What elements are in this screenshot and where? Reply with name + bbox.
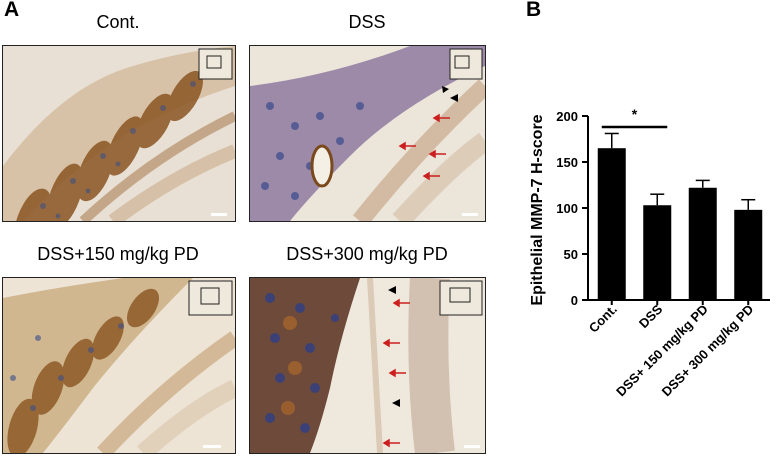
image-title-control: Cont. — [96, 12, 140, 32]
image-title-dss-300: DSS+300 mg/kg PD — [286, 244, 448, 264]
micrograph-dss-150 — [2, 277, 236, 454]
bar — [597, 148, 626, 300]
bar — [734, 209, 763, 300]
image-title-dss: DSS — [348, 12, 386, 32]
micrograph-dss — [249, 45, 486, 222]
y-tick-label: 150 — [556, 155, 578, 170]
x-tick-label: DSS+ 300 mg/kg PD — [659, 302, 757, 400]
y-axis-label: Epithelial MMP-7 H-score — [529, 114, 546, 305]
micrograph-control — [2, 45, 236, 222]
x-tick-label: DSS — [636, 301, 666, 331]
y-tick-label: 0 — [571, 293, 578, 308]
panel-a-label: A — [4, 0, 20, 21]
y-tick-label: 100 — [556, 201, 578, 216]
significance-star: * — [632, 106, 638, 122]
bar — [688, 187, 717, 300]
mmp7-bar-chart: 0 50 100 150 200 Epithelial MMP-7 H-score Cont… — [529, 106, 770, 400]
micrograph-dss-300 — [249, 277, 486, 454]
x-tick-label: Cont. — [586, 302, 620, 336]
y-tick-label: 200 — [556, 109, 578, 124]
image-title-dss-150: DSS+150 mg/kg PD — [37, 244, 199, 264]
y-tick-label: 50 — [564, 247, 578, 262]
bar — [643, 205, 672, 300]
panel-b-label: B — [526, 0, 542, 21]
